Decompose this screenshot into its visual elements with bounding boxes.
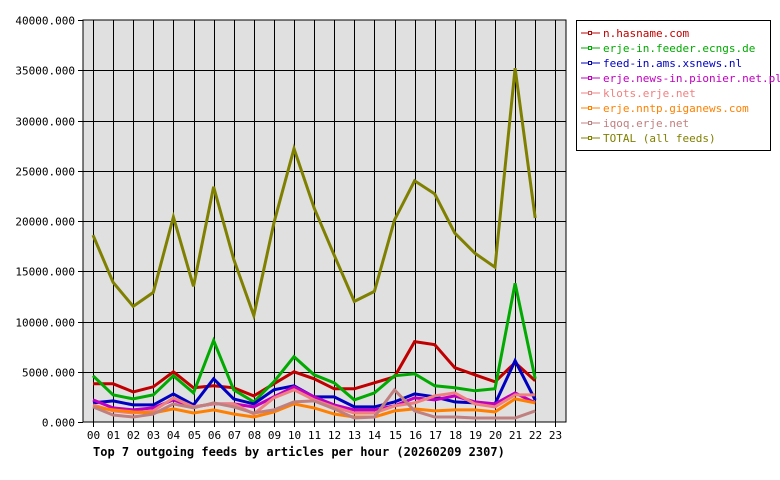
x-tick-label: 00 bbox=[87, 429, 100, 442]
y-tick-label: 40000.000 bbox=[15, 15, 75, 28]
x-tick-label: 13 bbox=[348, 429, 361, 442]
y-tick-label: 30000.000 bbox=[15, 116, 75, 129]
legend-label: iqoq.erje.net bbox=[603, 117, 689, 130]
y-tick-label: 25000.000 bbox=[15, 166, 75, 179]
legend-label: klots.erje.net bbox=[603, 87, 696, 100]
legend-label: erje-in.feeder.ecngs.de bbox=[603, 42, 755, 55]
x-tick-label: 14 bbox=[368, 429, 382, 442]
series-line-6 bbox=[92, 387, 536, 420]
x-tick-label: 04 bbox=[167, 429, 181, 442]
x-tick-label: 06 bbox=[208, 429, 221, 442]
x-tick-label: 08 bbox=[248, 429, 261, 442]
legend-marker bbox=[588, 31, 592, 35]
legend-marker bbox=[588, 61, 592, 65]
legend-label: TOTAL (all feeds) bbox=[603, 132, 716, 145]
x-tick-label: 22 bbox=[529, 429, 542, 442]
x-tick-label: 15 bbox=[389, 429, 402, 442]
x-tick-label: 20 bbox=[489, 429, 502, 442]
y-tick-label: 10000.000 bbox=[15, 317, 75, 330]
legend-marker bbox=[588, 46, 592, 50]
y-tick-label: 15000.000 bbox=[15, 266, 75, 279]
x-tick-label: 16 bbox=[409, 429, 422, 442]
x-tick-label: 03 bbox=[147, 429, 160, 442]
legend: n.hasname.com erje-in.feeder.ecngs.de feed… bbox=[576, 20, 780, 151]
x-tick-label: 07 bbox=[228, 429, 241, 442]
chart-title: Top 7 outgoing feeds by articles per hou… bbox=[93, 445, 505, 459]
legend-marker bbox=[588, 136, 592, 140]
series-line-7 bbox=[91, 68, 537, 321]
legend-box bbox=[576, 20, 771, 151]
y-tick-label: 35000.000 bbox=[15, 65, 75, 78]
series-line-5 bbox=[92, 397, 536, 419]
legend-marker bbox=[588, 91, 592, 95]
x-tick-label: 21 bbox=[509, 429, 522, 442]
x-tick-label: 11 bbox=[308, 429, 321, 442]
x-tick-label: 01 bbox=[107, 429, 120, 442]
x-tick-label: 10 bbox=[288, 429, 301, 442]
legend-label: feed-in.ams.xsnews.nl bbox=[603, 57, 742, 70]
x-tick-label: 05 bbox=[188, 429, 201, 442]
series-line-1 bbox=[91, 282, 537, 404]
series-line-0 bbox=[93, 339, 537, 398]
x-tick-label: 09 bbox=[268, 429, 281, 442]
series-lines bbox=[91, 68, 537, 420]
legend-marker bbox=[588, 106, 592, 110]
legend-marker bbox=[588, 121, 592, 125]
legend-marker bbox=[588, 76, 592, 80]
x-tick-label: 17 bbox=[429, 429, 442, 442]
x-tick-label: 12 bbox=[328, 429, 341, 442]
legend-label: erje.nntp.giganews.com bbox=[603, 102, 749, 115]
x-tick-label: 23 bbox=[549, 429, 562, 442]
x-axis: 00 01 02 03 04 05 06 07 08 09 10 11 12 13 14 15 16 17 18 19… bbox=[87, 422, 562, 442]
y-tick-label: 0.000 bbox=[42, 417, 75, 430]
x-tick-label: 19 bbox=[469, 429, 482, 442]
y-axis: 0.000 5000.000 10000.000 15000.000 20000.000… bbox=[15, 15, 83, 430]
x-tick-label: 18 bbox=[449, 429, 462, 442]
x-tick-label: 02 bbox=[127, 429, 140, 442]
legend-label: n.hasname.com bbox=[603, 27, 689, 40]
y-tick-label: 20000.000 bbox=[15, 216, 75, 229]
y-tick-label: 5000.000 bbox=[22, 367, 75, 380]
legend-label: erje.news-in.pionier.net.pl bbox=[603, 72, 780, 85]
